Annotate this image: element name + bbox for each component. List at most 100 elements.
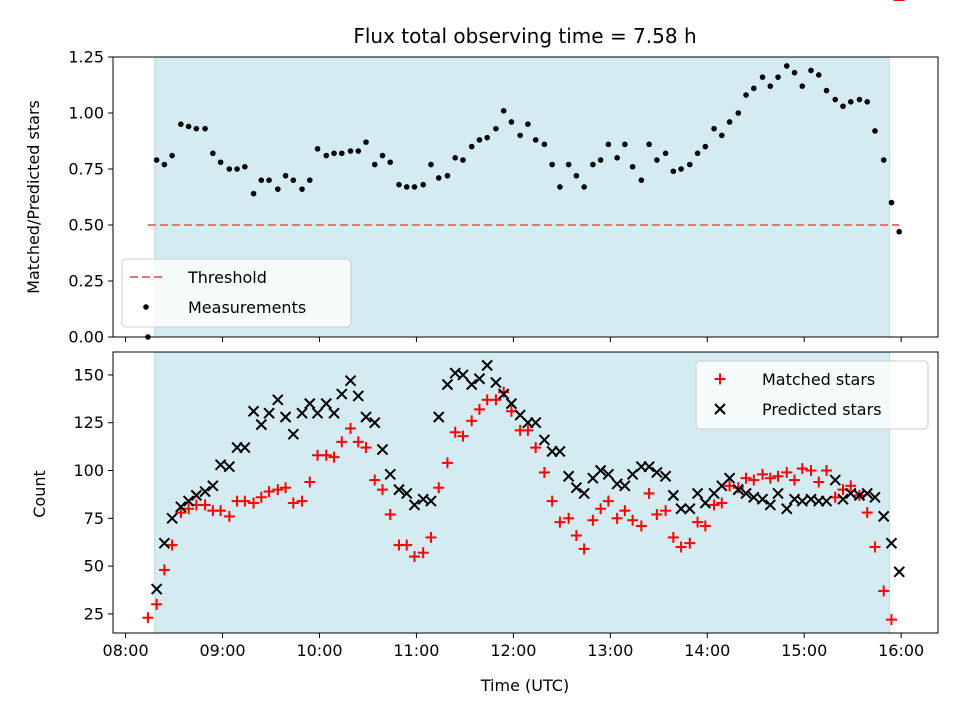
- series-1-point-86: [845, 487, 857, 500]
- series-1-point-d2: [781, 503, 793, 515]
- series-1-point-d2: [861, 487, 873, 500]
- series-1-point-39: [465, 378, 478, 391]
- axes-frame: [112, 351, 939, 634]
- series-1-point-d2: [562, 470, 575, 482]
- series-1-point-d2: [732, 483, 745, 496]
- series-0-point-42: [484, 134, 491, 141]
- y-tick-label: 100: [73, 461, 104, 480]
- series-0-point-1: [151, 598, 163, 610]
- series-1-point-d2: [190, 489, 203, 502]
- series-1-point-77: [772, 487, 784, 500]
- series-0-point-77: [767, 83, 774, 89]
- series-0-point-83: [815, 72, 822, 78]
- series-1-point-d2: [408, 499, 421, 511]
- series-1-point-11: [239, 441, 251, 454]
- series-0-point-84: [823, 87, 830, 94]
- series-1-point-89: [869, 491, 881, 503]
- series-0-point-68: [692, 516, 704, 528]
- series-1-point-d2: [214, 459, 227, 471]
- series-0-point-19: [299, 186, 305, 192]
- series-0-point-31: [396, 181, 402, 188]
- series-0-point-34: [417, 547, 429, 559]
- series-0-point-32: [403, 184, 410, 190]
- series-0-point-62: [646, 141, 652, 148]
- series-0-point-18: [290, 177, 297, 183]
- series-0-point-79: [781, 466, 793, 478]
- series-0-point-76: [757, 468, 769, 480]
- series-0-point-39: [460, 157, 466, 163]
- legend-swatch-point-0: [714, 373, 726, 385]
- series-1-point-75: [756, 493, 769, 505]
- series-1-point-52: [570, 482, 583, 494]
- series-0-point-14: [255, 491, 267, 503]
- series-1-point-6: [199, 485, 211, 498]
- y-tick-label: 0.50: [68, 216, 104, 235]
- series-0-point-9: [217, 159, 224, 166]
- series-1-point-d2: [772, 487, 784, 500]
- series-0-point-37: [441, 457, 453, 469]
- series-1-point-12: [247, 405, 260, 417]
- series-0-point-58: [611, 512, 623, 524]
- series-0-point-38: [449, 426, 461, 438]
- series-1-point-61: [643, 460, 655, 473]
- series-1-point-40: [473, 373, 486, 385]
- legend-swatch-point-1: [143, 304, 149, 310]
- series-1-point-d2: [570, 482, 583, 494]
- series-1-point-56: [602, 468, 615, 481]
- series-1-point-19: [304, 397, 316, 410]
- series-0-point-65: [667, 531, 679, 543]
- series-1-point-d2: [490, 376, 502, 389]
- series-0-point-63: [651, 508, 663, 520]
- series-1-point-d2: [425, 495, 437, 507]
- series-1-point-d2: [667, 489, 680, 502]
- series-0-point-20: [306, 177, 313, 183]
- series-0-point-78: [775, 74, 781, 80]
- series-0-point-30: [387, 159, 394, 166]
- series-1-point-d2: [255, 418, 268, 431]
- series-1-point-24: [344, 374, 357, 387]
- series-1-point-d2: [853, 489, 866, 502]
- y-tick-label: 0.75: [68, 160, 104, 179]
- series-0-point-11: [234, 166, 240, 172]
- legend-box: [695, 360, 929, 430]
- series-0-point-40: [468, 143, 475, 150]
- series-0-point-25: [345, 422, 357, 434]
- series-0-point-89: [861, 507, 873, 519]
- series-1-point-d2: [837, 493, 849, 505]
- series-0-point-29: [377, 484, 389, 496]
- series-0-point-30: [384, 508, 396, 520]
- series-0-point-43: [493, 125, 499, 132]
- series-0-point-77: [764, 472, 776, 484]
- series-0-point-28: [371, 161, 378, 168]
- series-1-point-38: [457, 369, 469, 381]
- series-1-point-d2: [481, 359, 493, 372]
- series-0-point-63: [654, 157, 660, 163]
- series-1-point-84: [829, 474, 841, 486]
- series-1-point-66: [684, 503, 696, 515]
- series-1-point-31: [401, 487, 413, 500]
- series-1-point-26: [360, 411, 372, 423]
- series-0-point-4: [175, 507, 187, 519]
- series-0-point-69: [699, 520, 711, 532]
- series-1-point-d2: [723, 472, 736, 484]
- series-0-point-48: [530, 442, 542, 454]
- series-0-point-55: [590, 161, 596, 168]
- legend: Threshold Measurements: [121, 258, 352, 328]
- series-0-point-29: [379, 152, 386, 159]
- series-1-point-44: [505, 397, 518, 410]
- series-0-point-70: [708, 499, 720, 511]
- x-tick-label: 15:00: [781, 641, 827, 660]
- series-0-point-65: [670, 168, 677, 175]
- series-0-point-41: [473, 403, 485, 415]
- series-0-point-10: [223, 510, 235, 522]
- series-1-point-76: [764, 499, 776, 511]
- series-0-point-60: [629, 163, 636, 170]
- series-1-point-d2: [199, 485, 211, 498]
- series-1-point-1: [158, 537, 171, 549]
- series-0-point-49: [538, 466, 550, 478]
- series-0-point-56: [595, 503, 607, 515]
- series-0-point-43: [490, 394, 502, 406]
- series-0-point-74: [743, 92, 749, 98]
- x-tick-label: 09:00: [199, 641, 245, 660]
